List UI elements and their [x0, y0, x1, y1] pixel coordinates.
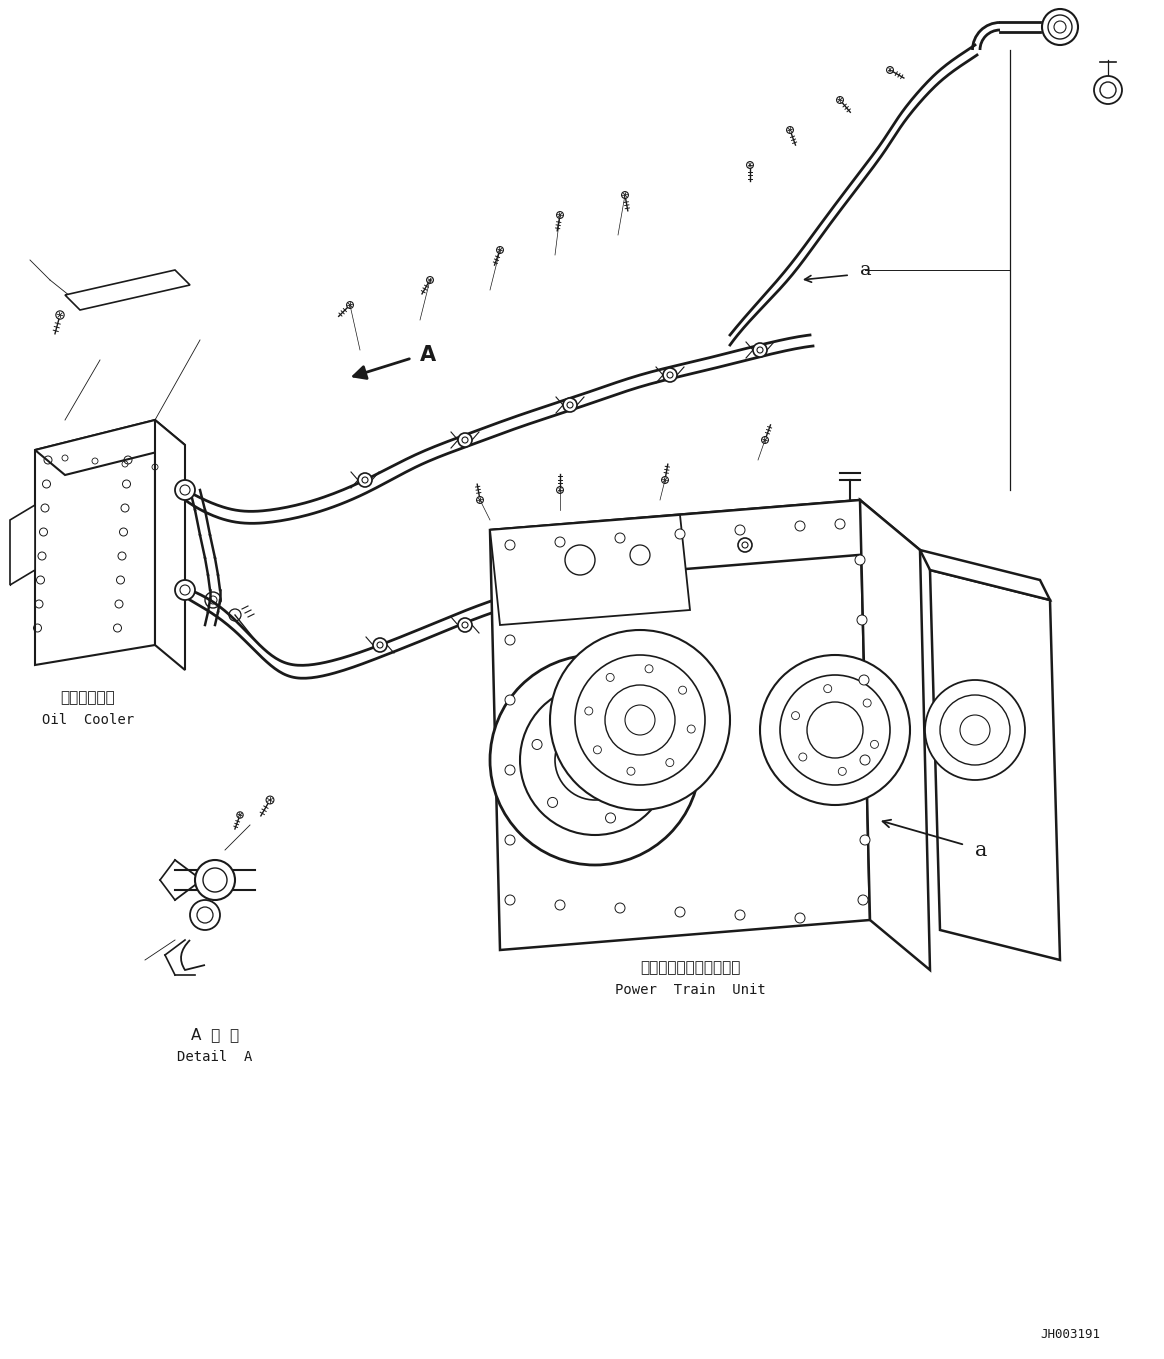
Circle shape [925, 680, 1025, 780]
Circle shape [359, 473, 372, 487]
Circle shape [860, 834, 870, 845]
Text: A  詳  細: A 詳 細 [191, 1027, 239, 1042]
Circle shape [859, 675, 870, 685]
Circle shape [860, 756, 870, 765]
Polygon shape [860, 500, 930, 970]
Circle shape [630, 545, 650, 565]
Circle shape [175, 580, 196, 601]
Polygon shape [155, 420, 185, 670]
Circle shape [565, 545, 595, 575]
Circle shape [563, 398, 577, 412]
Circle shape [457, 618, 471, 632]
Polygon shape [35, 420, 185, 476]
Polygon shape [920, 550, 1050, 601]
Circle shape [795, 520, 805, 531]
Circle shape [858, 896, 868, 905]
Circle shape [643, 559, 656, 572]
Polygon shape [490, 500, 920, 580]
Circle shape [190, 900, 220, 930]
Text: パワートレインユニット: パワートレインユニット [640, 961, 740, 976]
Circle shape [372, 637, 386, 652]
Text: A: A [420, 345, 436, 366]
Circle shape [551, 631, 730, 810]
Polygon shape [65, 270, 190, 310]
Circle shape [1042, 10, 1078, 45]
Circle shape [505, 540, 514, 550]
Circle shape [835, 519, 845, 529]
Circle shape [555, 900, 565, 911]
Circle shape [505, 896, 514, 905]
Circle shape [663, 368, 677, 382]
Text: Oil  Cooler: Oil Cooler [42, 713, 134, 727]
Circle shape [196, 860, 235, 900]
Circle shape [760, 655, 910, 805]
Circle shape [505, 765, 514, 775]
Circle shape [1094, 76, 1122, 105]
Polygon shape [35, 420, 155, 665]
Circle shape [615, 533, 625, 544]
Circle shape [675, 906, 684, 917]
Text: オイルクーラ: オイルクーラ [61, 690, 115, 705]
Circle shape [738, 538, 752, 552]
Text: a: a [860, 261, 872, 279]
Text: Power  Train  Unit: Power Train Unit [615, 983, 766, 998]
Circle shape [795, 913, 805, 923]
Circle shape [490, 655, 700, 864]
Circle shape [857, 616, 867, 625]
Text: a: a [975, 840, 987, 859]
Circle shape [555, 537, 565, 548]
Circle shape [548, 583, 562, 597]
Circle shape [734, 525, 745, 535]
Polygon shape [930, 569, 1060, 959]
Circle shape [505, 694, 514, 705]
Circle shape [457, 434, 471, 447]
Polygon shape [490, 515, 690, 625]
Circle shape [505, 635, 514, 646]
Circle shape [505, 834, 514, 845]
Polygon shape [490, 500, 870, 950]
Circle shape [615, 902, 625, 913]
Polygon shape [10, 506, 35, 584]
Circle shape [734, 911, 745, 920]
Circle shape [753, 342, 767, 357]
Circle shape [175, 480, 196, 500]
Circle shape [675, 529, 684, 540]
Text: Detail  A: Detail A [177, 1051, 253, 1064]
Circle shape [856, 554, 865, 565]
Text: JH003191: JH003191 [1039, 1329, 1100, 1341]
